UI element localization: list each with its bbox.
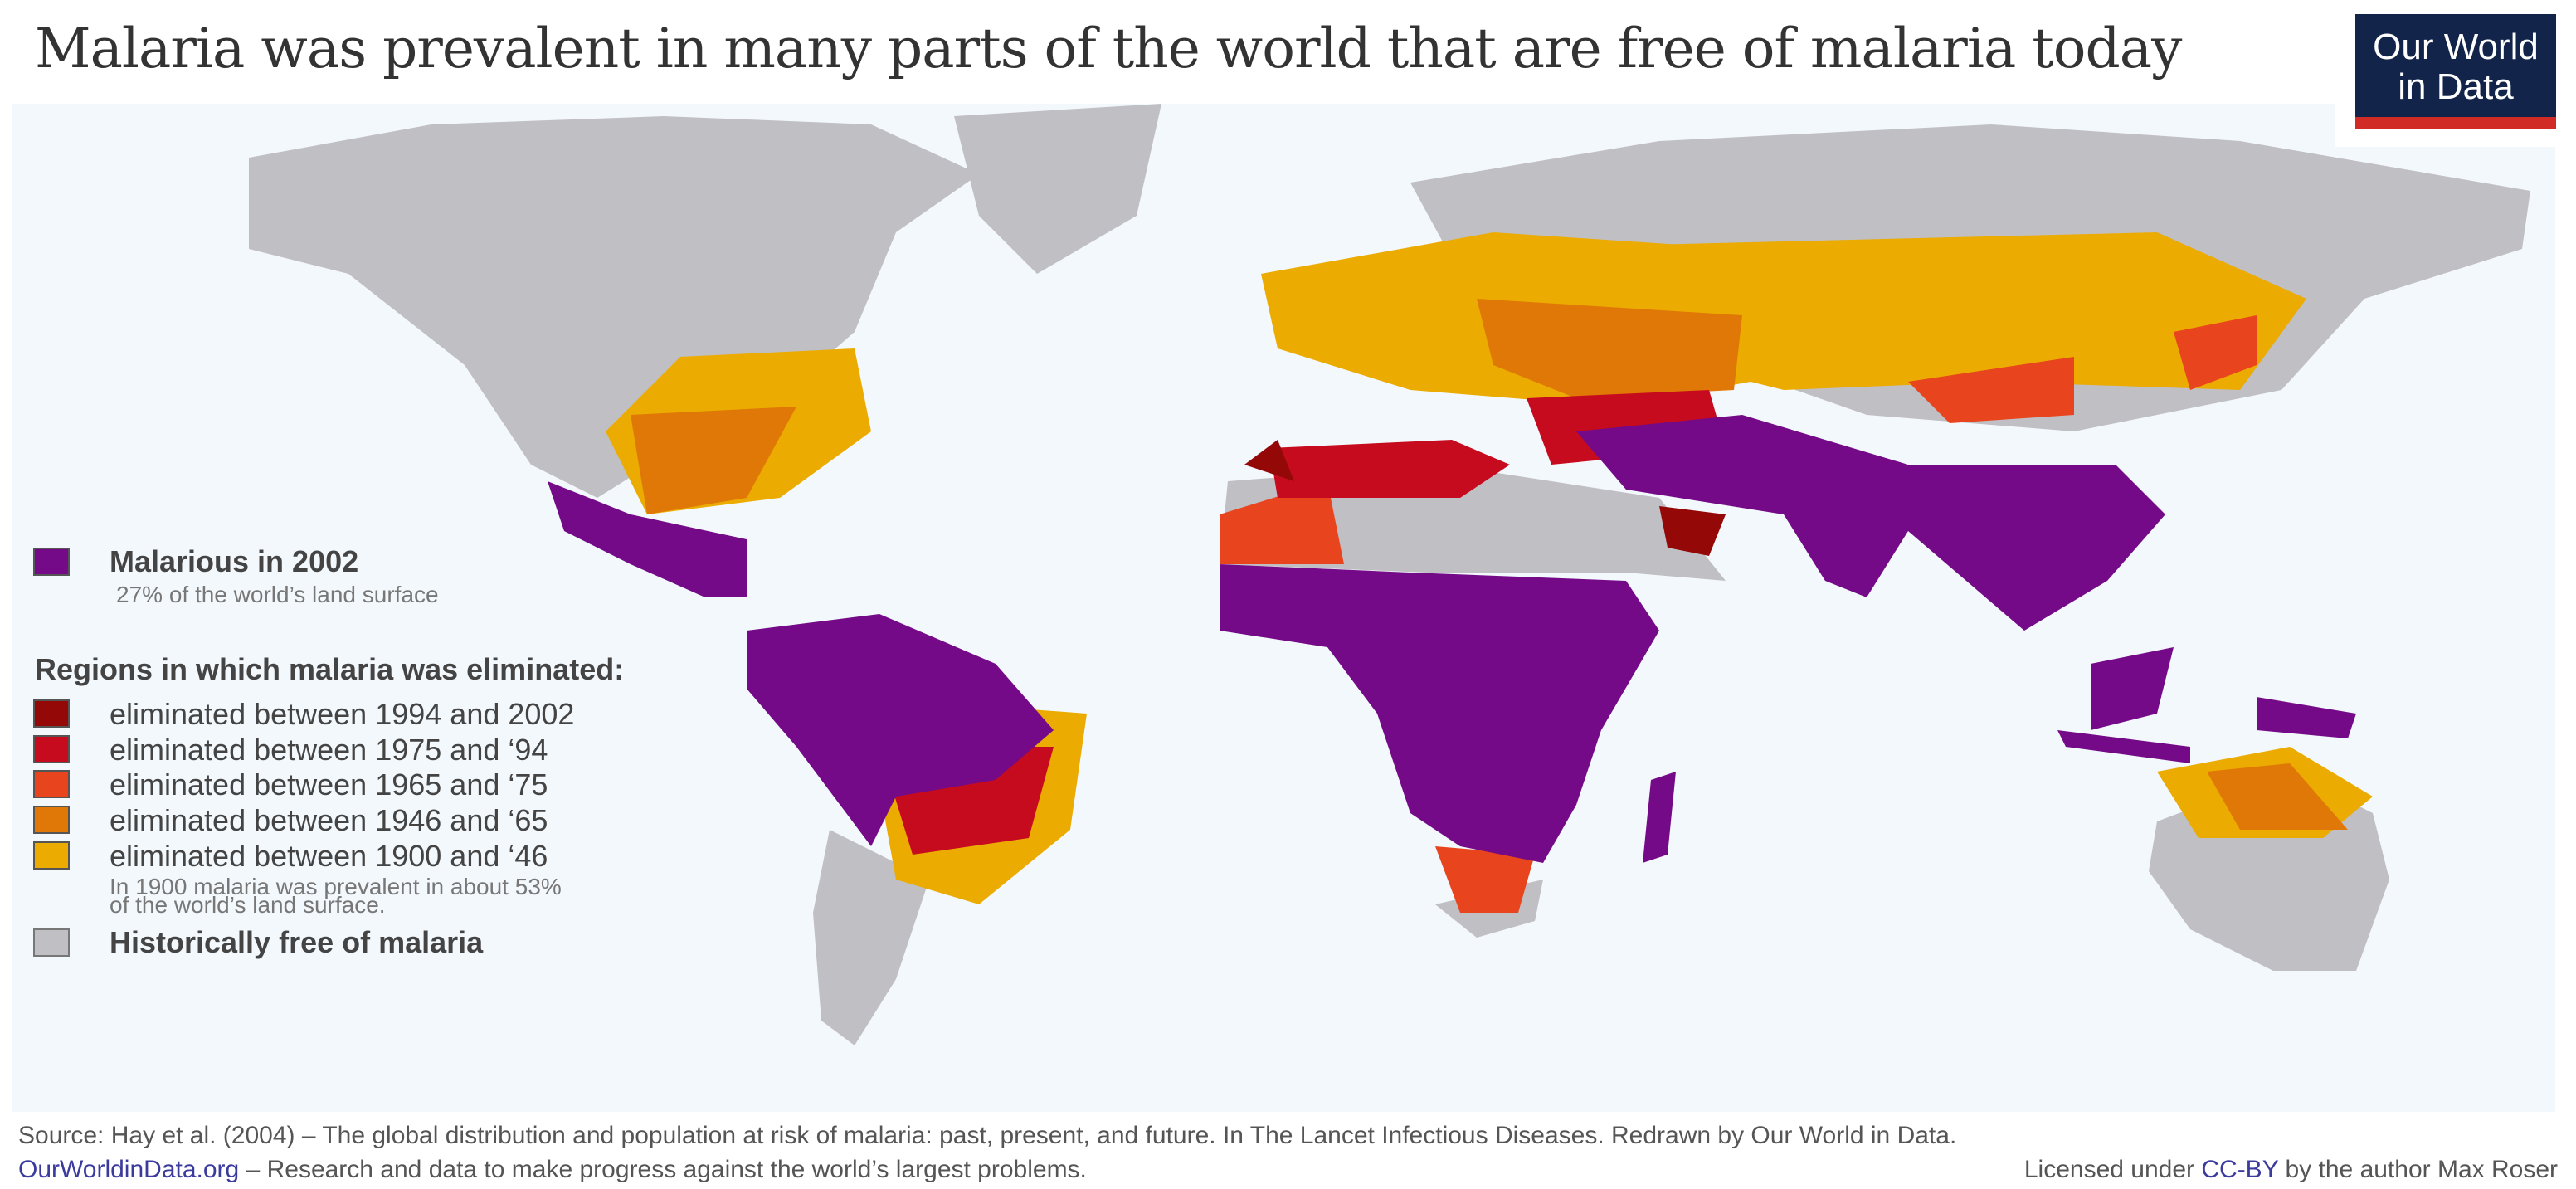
legend-label-1900-1946: eliminated between 1900 and ‘46: [110, 839, 548, 873]
legend-note-1900-line2: of the world’s land surface.: [110, 892, 386, 918]
malarious-2002: [548, 415, 2356, 863]
legend-swatch-1994-2002: [33, 699, 70, 728]
legend-swatch-1946-1965: [33, 806, 70, 834]
eliminated-1946-1965: [631, 299, 2348, 830]
greenland: [954, 104, 1161, 274]
madagascar: [1643, 772, 1676, 863]
license-prefix: Licensed under: [2023, 1156, 2202, 1183]
legend-label-1975-1994: eliminated between 1975 and ‘94: [110, 733, 548, 767]
eliminated-1965-1975: [1220, 315, 2257, 913]
southeast-asia-islands: [2057, 647, 2356, 763]
owid-logo[interactable]: Our World in Data: [2355, 14, 2556, 129]
legend-swatch-malarious: [33, 548, 70, 576]
legend-label-free: Historically free of malaria: [110, 925, 484, 959]
central-america: [548, 481, 747, 597]
logo-line2: in Data: [2398, 66, 2514, 107]
license-line: Licensed under CC-BY by the author Max R…: [2024, 1156, 2558, 1184]
north-america: [249, 116, 979, 498]
footer-tagline: – Research and data to make progress aga…: [239, 1156, 1087, 1183]
logo-bar: [2355, 117, 2556, 129]
africa: [1220, 564, 1659, 863]
legend-eliminated-heading: Regions in which malaria was eliminated:: [35, 652, 625, 686]
legend-label-1946-1965: eliminated between 1946 and ‘65: [110, 803, 548, 837]
south-asia: [1576, 415, 2165, 631]
legend-label-1965-1975: eliminated between 1965 and ‘75: [110, 767, 548, 802]
source-note: Source: Hay et al. (2004) – The global d…: [18, 1122, 1957, 1149]
eliminated-1994-2002: [1244, 440, 1726, 556]
south-america: [747, 614, 1054, 846]
owid-site-link[interactable]: OurWorldinData.org: [18, 1156, 240, 1183]
legend-swatch-1900-1946: [33, 841, 70, 870]
legend-note-1900: In 1900 malaria was prevalent in about 5…: [110, 874, 562, 899]
footer-tagline-line: OurWorldinData.org – Research and data t…: [18, 1156, 1087, 1184]
license-suffix: by the author Max Roser: [2278, 1156, 2559, 1183]
cc-by-link[interactable]: CC-BY: [2201, 1156, 2279, 1183]
legend-label-1994-2002: eliminated between 1994 and 2002: [110, 697, 575, 731]
legend-swatch-1975-1994: [33, 735, 70, 763]
south-america-south: [813, 830, 929, 1045]
legend-note-malarious: 27% of the world’s land surface: [116, 582, 439, 607]
legend-swatch-1965-1975: [33, 770, 70, 798]
legend-label-malarious: Malarious in 2002: [110, 544, 359, 578]
legend-swatch-free: [33, 928, 70, 957]
logo-line1: Our World: [2373, 27, 2539, 67]
chart-title: Malaria was prevalent in many parts of t…: [35, 17, 2182, 80]
